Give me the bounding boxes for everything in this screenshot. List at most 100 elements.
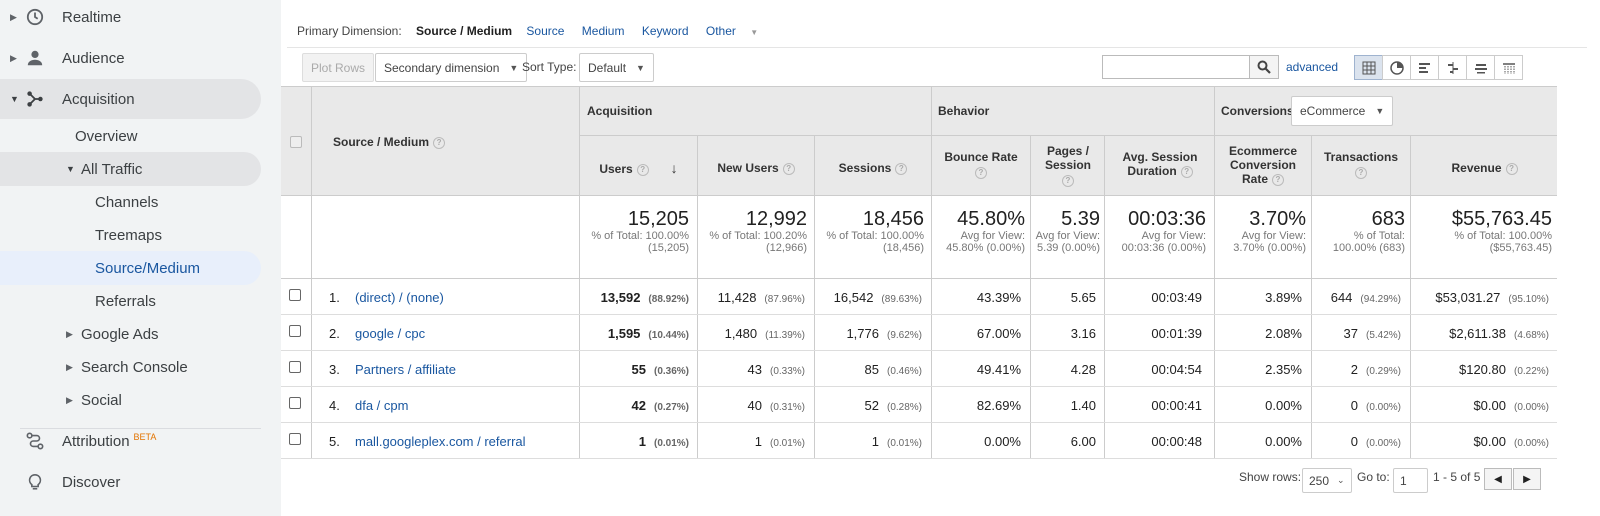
row-source-link[interactable]: google / cpc (355, 326, 426, 341)
row-index: 2. (329, 326, 340, 341)
divider (814, 136, 815, 459)
show-rows-select[interactable]: 250 ⌄ (1302, 468, 1352, 493)
conversions-select[interactable]: eCommerce ▼ (1291, 96, 1394, 126)
cell-conversion-rate: 2.35% (1265, 362, 1302, 377)
cell-transactions-value: 0 (1350, 398, 1358, 413)
cell-transactions-percent: (94.29%) (1360, 294, 1401, 305)
cell-transactions: 644 (94.29%) (1331, 290, 1401, 305)
help-icon: ? (895, 162, 908, 175)
column-bounce-rate[interactable]: Bounce Rate? (933, 150, 1029, 180)
sort-type-select[interactable]: Default ▼ (579, 53, 654, 82)
row-source-link[interactable]: dfa / cpm (355, 398, 409, 413)
row-checkbox[interactable] (289, 325, 301, 337)
column-users[interactable]: Users? ↓ (581, 161, 696, 176)
cell-users: 55 (0.36%) (632, 362, 689, 377)
cell-avg-session-duration-value: 00:01:39 (1151, 326, 1202, 341)
column-ecommerce-conversion-rate[interactable]: Ecommerce Conversion Rate? (1216, 144, 1310, 186)
divider (1311, 136, 1312, 459)
row-source-link[interactable]: (direct) / (none) (355, 290, 444, 305)
cell-sessions-percent: (9.62%) (886, 330, 922, 341)
total-bounce-rate-sub: Avg for View: 45.80% (0.00%) (946, 230, 1025, 254)
advanced-filter-link[interactable]: advanced (1286, 60, 1339, 74)
cell-new-users-percent: (0.33%) (769, 366, 805, 377)
select-all-checkbox[interactable] (290, 136, 302, 148)
cell-bounce-rate: 82.69% (977, 398, 1021, 413)
term-cloud-view-button[interactable] (1466, 55, 1495, 80)
plot-rows-button[interactable]: Plot Rows (302, 53, 375, 82)
total-revenue-sub: % of Total: 100.00% ($55,763.45) (1454, 230, 1552, 254)
table-search-input[interactable] (1102, 55, 1251, 79)
cell-pages-session: 6.00 (1071, 434, 1096, 449)
total-transactions: 683% of Total: 100.00% (683) (1313, 208, 1405, 254)
total-conversion-rate-sub: Avg for View: 3.70% (0.00%) (1233, 230, 1306, 254)
table-row: 1. (direct) / (none) 13,592 (88.92%) 11,428 (… (281, 279, 1557, 315)
cell-revenue: $53,031.27 (95.10%) (1435, 290, 1549, 305)
cell-bounce-rate-value: 49.41% (976, 362, 1021, 377)
prev-page-button[interactable]: ◀ (1484, 468, 1512, 490)
pivot-view-button[interactable] (1494, 55, 1523, 80)
row-checkbox[interactable] (289, 289, 301, 301)
column-avg-session-duration[interactable]: Avg. Session Duration? (1111, 150, 1209, 178)
person-icon (27, 50, 43, 66)
clock-icon (26, 8, 44, 26)
row-checkbox[interactable] (289, 361, 301, 373)
cell-users: 1 (0.01%) (639, 434, 689, 449)
primary-dimension-bar: Primary Dimension: Source / Medium Sourc… (297, 24, 769, 38)
cell-transactions: 37 (5.42%) (1344, 326, 1401, 341)
cell-revenue-percent: (4.68%) (1513, 330, 1549, 341)
table-view-button[interactable] (1354, 55, 1383, 80)
row-source-link[interactable]: Partners / affiliate (355, 362, 456, 377)
goto-input[interactable]: 1 (1393, 468, 1428, 493)
pivot-icon (1502, 62, 1515, 74)
cell-avg-session-duration-value: 00:03:49 (1151, 290, 1202, 305)
comparison-view-button[interactable] (1438, 55, 1467, 80)
cell-sessions-value: 85 (864, 362, 879, 377)
caret-right-icon: ▶ (66, 394, 73, 405)
row-checkbox[interactable] (289, 433, 301, 445)
column-revenue[interactable]: Revenue? (1412, 161, 1557, 175)
secondary-dimension-select[interactable]: Secondary dimension ▼ (375, 53, 528, 82)
performance-view-button[interactable] (1410, 55, 1439, 80)
search-button[interactable] (1249, 55, 1279, 79)
column-source-medium[interactable]: Source / Medium? (333, 135, 446, 149)
cell-revenue: $0.00 (0.00%) (1473, 434, 1549, 449)
divider (931, 86, 932, 459)
cell-revenue-value: $2,611.38 (1449, 326, 1506, 341)
row-checkbox[interactable] (289, 397, 301, 409)
column-users-label: Users (599, 162, 633, 176)
caret-down-icon: ▼ (636, 62, 645, 73)
chevron-left-icon: ◀ (1494, 473, 1502, 485)
column-transactions[interactable]: Transactions? (1313, 150, 1409, 180)
cell-bounce-rate: 0.00% (984, 434, 1021, 449)
column-pages-session[interactable]: Pages / Session? (1037, 144, 1099, 187)
cell-transactions-value: 37 (1343, 326, 1358, 341)
dimension-other[interactable]: Other ▼ (706, 24, 769, 38)
total-avg-session-duration: 00:03:36 Avg for View: 00:03:36 (0.00%) (1106, 208, 1206, 254)
row-index: 4. (329, 398, 340, 413)
next-page-button[interactable]: ▶ (1513, 468, 1541, 490)
cell-bounce-rate-value: 0.00% (984, 434, 1021, 449)
caret-down-icon: ▼ (66, 164, 75, 174)
column-sessions[interactable]: Sessions? (816, 161, 930, 175)
pie-view-button[interactable] (1382, 55, 1411, 80)
secondary-dimension-label: Secondary dimension (384, 60, 500, 75)
term-cloud-icon (1474, 63, 1487, 73)
dimension-medium[interactable]: Medium (581, 24, 625, 38)
column-new-users[interactable]: New Users? (699, 161, 813, 175)
sort-type-value: Default (588, 60, 627, 75)
cell-users-value: 13,592 (600, 290, 641, 305)
dimension-source-medium[interactable]: Source / Medium (416, 24, 513, 38)
help-icon: ? (975, 167, 987, 180)
help-icon: ? (1062, 174, 1074, 187)
total-users: 15,205% of Total: 100.00% (15,205) (581, 208, 689, 254)
source-medium-highlight (0, 251, 261, 285)
cell-sessions: 52 (0.28%) (865, 398, 922, 413)
row-source-link[interactable]: mall.googleplex.com / referral (355, 434, 526, 449)
cell-bounce-rate: 49.41% (977, 362, 1021, 377)
chevron-right-icon: ▶ (1523, 473, 1531, 485)
cell-transactions-percent: (5.42%) (1365, 330, 1401, 341)
table-row: 5. mall.googleplex.com / referral 1 (0.01%)… (281, 423, 1557, 459)
dimension-source[interactable]: Source (526, 24, 565, 38)
total-new-users: 12,992% of Total: 100.20% (12,966) (699, 208, 807, 254)
dimension-keyword[interactable]: Keyword (641, 24, 689, 38)
